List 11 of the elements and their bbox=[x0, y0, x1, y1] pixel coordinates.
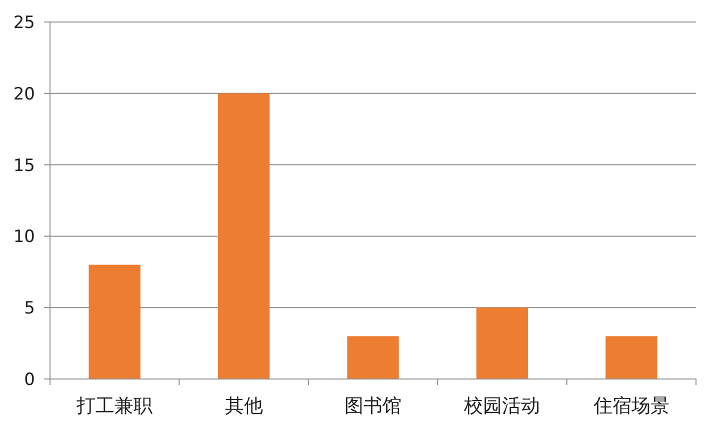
y-tick-label: 0 bbox=[24, 370, 35, 390]
x-tick-label: 其他 bbox=[224, 395, 263, 417]
x-tick-label: 打工兼职 bbox=[76, 395, 153, 417]
x-tick-label: 校园活动 bbox=[463, 395, 540, 417]
x-tick-label: 图书馆 bbox=[344, 395, 402, 417]
x-tick-label: 住宿场景 bbox=[592, 395, 670, 417]
y-tick-label: 25 bbox=[13, 13, 35, 33]
y-tick-label: 15 bbox=[13, 156, 35, 176]
y-tick-label: 10 bbox=[13, 227, 35, 248]
y-tick-label: 5 bbox=[24, 298, 35, 319]
y-tick-label: 20 bbox=[13, 84, 35, 104]
